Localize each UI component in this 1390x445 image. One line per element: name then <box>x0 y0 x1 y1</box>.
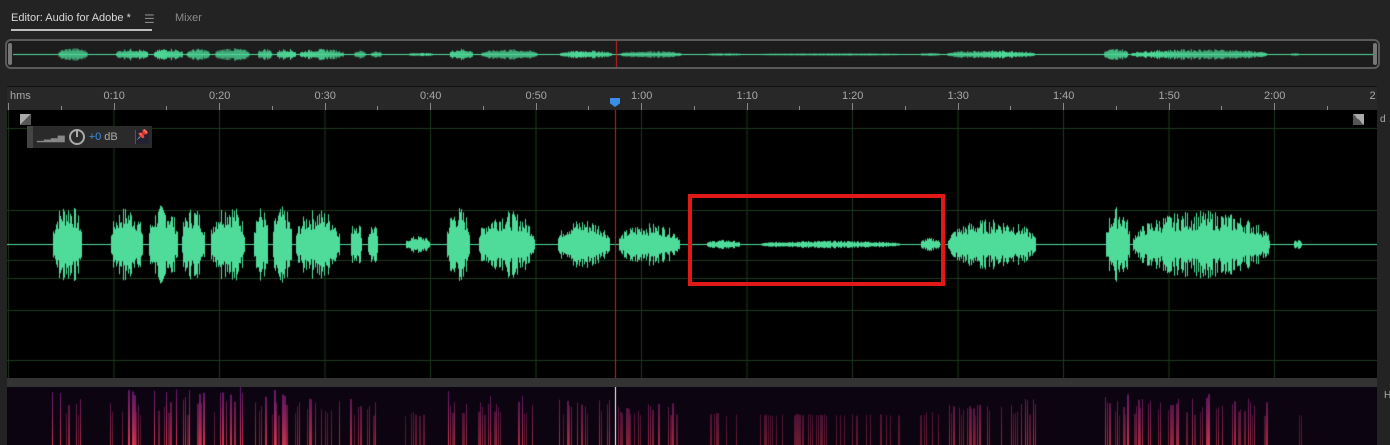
spectrogram <box>7 387 1377 445</box>
ruler-label: 1:40 <box>1053 90 1075 102</box>
amplitude-unit: d <box>1380 114 1386 125</box>
ruler-tick <box>957 103 959 111</box>
time-ruler[interactable]: hms 0:10 0:20 0:30 0:40 0:50 1:00 1:10 1:20 1:30… <box>7 86 1377 111</box>
tab-mixer[interactable]: Mixer <box>175 12 202 24</box>
gain-unit: dB <box>104 131 118 143</box>
ruler-tick <box>113 103 115 111</box>
ruler-label: 0:20 <box>209 90 231 102</box>
ruler-label: 0:10 <box>103 90 125 102</box>
ruler-label: 2 <box>1369 90 1376 102</box>
waveform-display[interactable] <box>7 110 1377 378</box>
ruler-label: 1:50 <box>1158 90 1180 102</box>
ruler-label: 0:40 <box>420 90 442 102</box>
ruler-label: 0:50 <box>525 90 547 102</box>
ruler-label: 1:30 <box>947 90 969 102</box>
ruler-tick <box>746 103 748 111</box>
gain-value: +0 <box>88 131 102 143</box>
ruler-label: 1:00 <box>631 90 653 102</box>
ruler-tick <box>8 103 9 111</box>
tab-editor[interactable]: Editor: Audio for Adobe * <box>11 12 152 31</box>
playhead-marker[interactable] <box>610 98 620 107</box>
ruler-tick <box>1010 106 1012 111</box>
ruler-tick <box>1221 106 1223 111</box>
ruler-tick <box>904 106 906 111</box>
ruler-tick <box>271 106 273 111</box>
ruler-unit: hms <box>10 90 31 102</box>
ruler-tick <box>799 106 801 111</box>
fade-out-handle[interactable] <box>1353 114 1364 125</box>
ruler-tick <box>166 106 168 111</box>
amplitude-ruler: d <box>1377 110 1390 380</box>
ruler-tick <box>60 106 62 111</box>
spectral-display[interactable] <box>7 387 1377 445</box>
ruler-tick <box>693 106 695 111</box>
overview-navigator[interactable] <box>5 39 1380 69</box>
hud-grip-icon[interactable] <box>27 126 33 148</box>
ruler-label: 1:10 <box>736 90 758 102</box>
gain-knob[interactable] <box>68 129 85 145</box>
ruler-tick <box>430 103 431 111</box>
ruler-tick <box>641 103 642 111</box>
ruler-tick <box>1063 103 1064 111</box>
ruler-tick <box>588 106 590 111</box>
hamburger-menu-icon[interactable]: ☰ <box>144 12 155 26</box>
panel-tabs: Editor: Audio for Adobe * ☰ Mixer <box>0 0 1390 36</box>
frequency-unit: H <box>1384 390 1390 401</box>
fade-in-handle[interactable] <box>20 114 31 125</box>
waveform <box>7 110 1377 378</box>
ruler-tick <box>852 103 853 111</box>
ruler-tick <box>1326 106 1328 111</box>
overview-right-handle[interactable] <box>1373 43 1377 65</box>
pin-icon[interactable]: 📌 <box>135 130 149 144</box>
ruler-label: 2:00 <box>1264 90 1286 102</box>
highlight-box <box>688 194 945 286</box>
ruler-tick <box>324 103 326 111</box>
ruler-tick <box>535 103 537 111</box>
ruler-label: 0:30 <box>314 90 336 102</box>
ruler-tick <box>482 106 484 111</box>
ruler-tick <box>1274 103 1275 111</box>
level-meter-icon: ▁▂▃▅ <box>37 131 65 142</box>
panel-divider[interactable] <box>7 378 1377 387</box>
ruler-tick <box>377 106 379 111</box>
ruler-tick <box>1168 103 1170 111</box>
overview-left-handle[interactable] <box>8 43 12 65</box>
gain-hud: ▁▂▃▅ +0 dB 📌 <box>27 126 152 148</box>
ruler-tick <box>219 103 220 111</box>
ruler-tick <box>1115 106 1117 111</box>
ruler-label: 1:20 <box>842 90 864 102</box>
overview-waveform <box>13 41 1373 67</box>
